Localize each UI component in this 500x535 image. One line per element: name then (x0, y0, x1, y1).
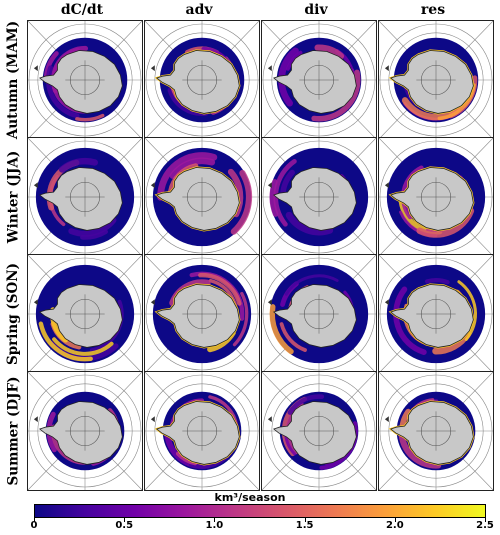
polar-map (28, 255, 142, 373)
colorbar-tick-mark (214, 518, 216, 522)
map-panel-dcdt-1 (27, 20, 143, 140)
polar-map (28, 372, 142, 490)
polar-map (379, 372, 493, 490)
polar-map (145, 372, 259, 490)
column-title-div: div (304, 2, 328, 18)
map-panel-res-2 (378, 137, 494, 257)
colorbar-tick-mark (34, 518, 35, 522)
colorbar-tick-mark (485, 518, 486, 522)
colorbar-tick-mark (124, 518, 126, 522)
column-title-adv: adv (185, 2, 213, 18)
colorbar-title: km³/season (214, 491, 286, 504)
column-title-res: res (420, 2, 446, 18)
map-panel-div-4 (261, 371, 377, 491)
map-panel-div-1 (261, 20, 377, 140)
map-panel-dcdt-3 (27, 254, 143, 374)
polar-map (262, 21, 376, 139)
polar-map (379, 21, 493, 139)
colorbar-tick-label: 0.5 (115, 520, 134, 531)
polar-map (145, 255, 259, 373)
row-label-summer: Summer (DJF) (5, 376, 21, 486)
polar-map (262, 372, 376, 490)
colorbar-tick-label: 0 (30, 520, 38, 531)
row-label-spring: Spring (SON) (5, 262, 22, 366)
colorbar-tick-label: 1.5 (295, 520, 314, 531)
row-label-autumn: Autumn (MAM) (5, 20, 21, 140)
polar-map (145, 138, 259, 256)
polar-map (28, 138, 142, 256)
map-panel-adv-3 (144, 254, 260, 374)
polar-map (379, 138, 493, 256)
map-panel-res-1 (378, 20, 494, 140)
map-panel-dcdt-4 (27, 371, 143, 491)
colorbar-tick-mark (394, 518, 396, 522)
colorbar (34, 504, 486, 518)
polar-map (262, 138, 376, 256)
row-label-winter: Winter (JJA) (5, 150, 21, 244)
map-panel-adv-1 (144, 20, 260, 140)
polar-map (145, 21, 259, 139)
colorbar-tick-label: 1.0 (205, 520, 224, 531)
map-panel-div-2 (261, 137, 377, 257)
map-panel-res-3 (378, 254, 494, 374)
polar-map (28, 21, 142, 139)
polar-map (262, 255, 376, 373)
column-title-dcdt: dC/dt (60, 2, 104, 18)
colorbar-tick-mark (304, 518, 306, 522)
colorbar-tick-label: 2.0 (385, 520, 404, 531)
map-panel-res-4 (378, 371, 494, 491)
map-panel-adv-4 (144, 371, 260, 491)
map-panel-adv-2 (144, 137, 260, 257)
colorbar-tick-label: 2.5 (476, 520, 494, 531)
map-panel-div-3 (261, 254, 377, 374)
polar-map (379, 255, 493, 373)
map-panel-dcdt-2 (27, 137, 143, 257)
